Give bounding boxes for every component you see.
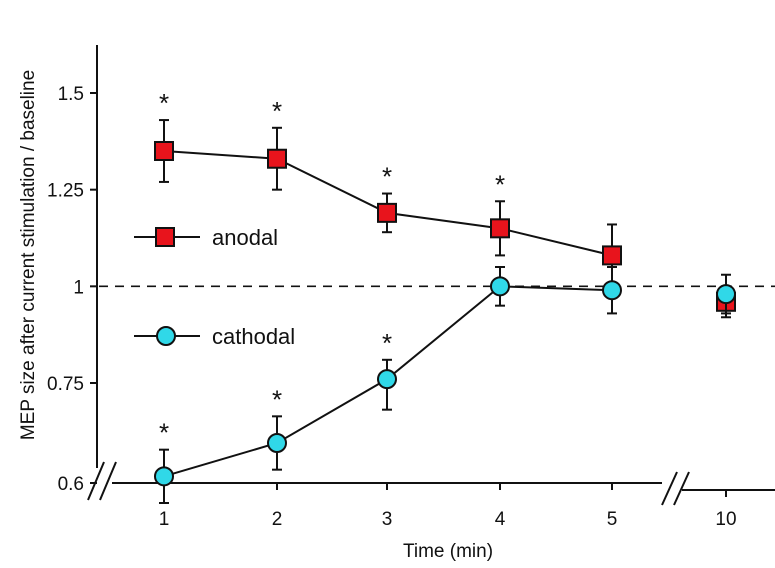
legend-cathodal-label: cathodal bbox=[212, 324, 295, 349]
significance-marker: * bbox=[159, 88, 169, 118]
significance-marker: * bbox=[495, 169, 505, 199]
y-tick-label: 1 bbox=[73, 277, 84, 298]
x-tick-label: 3 bbox=[382, 509, 393, 530]
significance-marker: * bbox=[382, 328, 392, 358]
legend-anodal-marker bbox=[155, 227, 175, 247]
data-point-anodal bbox=[602, 245, 622, 266]
x-tick-label: 5 bbox=[607, 509, 618, 530]
legend-cathodal-marker bbox=[156, 326, 176, 346]
y-tick-label: 1.5 bbox=[58, 84, 84, 105]
legend: anodal cathodal bbox=[134, 225, 295, 349]
y-axis-label: MEP size after current stimulation / bas… bbox=[18, 70, 39, 440]
significance-marker: * bbox=[382, 162, 392, 192]
y-axis-break-mark bbox=[87, 461, 117, 501]
data-point-anodal bbox=[490, 218, 510, 239]
data-point-cathodal bbox=[490, 276, 510, 297]
data-point-cathodal bbox=[267, 432, 287, 453]
legend-anodal-label: anodal bbox=[212, 225, 278, 250]
x-tick-label: 2 bbox=[272, 509, 283, 530]
data-point-cathodal bbox=[154, 466, 174, 487]
x-tick-label: 4 bbox=[495, 509, 506, 530]
significance-marker: * bbox=[272, 96, 282, 126]
y-tick-label: 0.75 bbox=[47, 374, 84, 395]
axes bbox=[87, 45, 775, 506]
data-point-anodal bbox=[267, 148, 287, 169]
x-axis-break-mark bbox=[661, 471, 690, 506]
y-tick-label: 1.25 bbox=[47, 181, 84, 202]
x-axis-label: Time (min) bbox=[403, 541, 493, 562]
data-point-anodal bbox=[154, 140, 174, 161]
x-tick-label: 10 bbox=[715, 509, 736, 530]
series-anodal: * * * * bbox=[154, 88, 736, 319]
significance-marker: * bbox=[272, 384, 282, 414]
data-point-cathodal bbox=[377, 369, 397, 390]
data-point-anodal bbox=[377, 202, 397, 223]
tick-layer: 0.6 0.75 1 1.25 1.5 1 2 3 4 5 10 bbox=[47, 84, 737, 530]
series-layer: * * * * * * * bbox=[154, 88, 736, 505]
data-point-cathodal bbox=[602, 280, 622, 301]
y-tick-label: 0.6 bbox=[58, 474, 84, 495]
significance-marker: * bbox=[159, 418, 169, 448]
x-tick-label: 1 bbox=[159, 509, 170, 530]
series-cathodal: * * * bbox=[154, 265, 736, 505]
data-point-cathodal bbox=[716, 284, 736, 305]
